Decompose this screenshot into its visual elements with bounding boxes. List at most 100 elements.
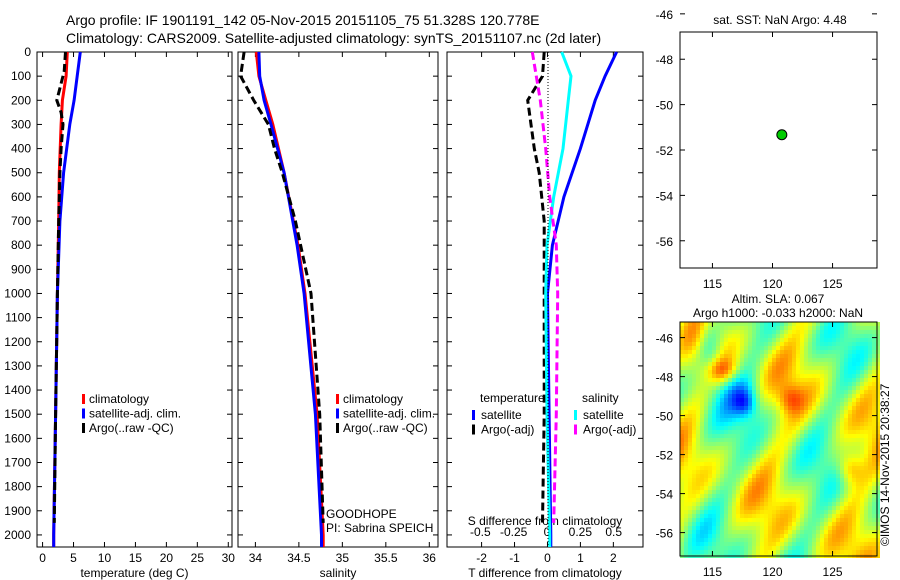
sla-cell bbox=[800, 338, 804, 342]
sla-cell bbox=[748, 466, 752, 470]
sla-cell bbox=[804, 442, 808, 446]
sla-cell bbox=[680, 382, 684, 386]
sla-cell bbox=[716, 462, 720, 466]
x-tick-label: 0 bbox=[39, 551, 46, 565]
sla-cell bbox=[720, 474, 724, 478]
sla-cell bbox=[736, 482, 740, 486]
sla-cell bbox=[688, 366, 692, 370]
sla-cell bbox=[800, 406, 804, 410]
sla-cell bbox=[808, 522, 812, 526]
x-tick-label: 2 bbox=[610, 551, 617, 565]
sla-cell bbox=[760, 482, 764, 486]
sla-cell bbox=[800, 434, 804, 438]
sla-cell bbox=[872, 438, 876, 442]
sla-cell bbox=[752, 414, 756, 418]
sla-cell bbox=[716, 510, 720, 514]
sla-cell bbox=[848, 458, 852, 462]
sla-cell bbox=[708, 534, 712, 538]
sla-cell bbox=[836, 546, 840, 550]
sla-cell bbox=[764, 458, 768, 462]
sla-cell bbox=[748, 342, 752, 346]
sla-cell bbox=[724, 366, 728, 370]
sla-cell bbox=[768, 510, 772, 514]
sla-cell bbox=[788, 358, 792, 362]
sla-cell bbox=[812, 546, 816, 550]
sla-cell bbox=[720, 538, 724, 542]
sla-cell bbox=[796, 546, 800, 550]
sla-cell bbox=[840, 378, 844, 382]
sla-cell bbox=[816, 370, 820, 374]
sla-cell bbox=[856, 494, 860, 498]
sla-cell bbox=[848, 406, 852, 410]
sla-cell bbox=[748, 550, 752, 554]
sla-cell bbox=[784, 422, 788, 426]
sla-cell bbox=[824, 346, 828, 350]
sla-cell bbox=[788, 482, 792, 486]
sla-cell bbox=[700, 462, 704, 466]
sla-cell bbox=[832, 410, 836, 414]
sla-cell bbox=[748, 366, 752, 370]
sla-cell bbox=[712, 438, 716, 442]
sla-cell bbox=[700, 502, 704, 506]
sla-cell bbox=[764, 482, 768, 486]
sla-cell bbox=[876, 526, 880, 530]
lat-tick-label: -48 bbox=[656, 53, 674, 67]
sla-cell bbox=[696, 334, 700, 338]
sla-cell bbox=[692, 526, 696, 530]
sla-cell bbox=[692, 350, 696, 354]
sla-cell bbox=[744, 374, 748, 378]
sla-cell bbox=[832, 466, 836, 470]
sla-cell bbox=[852, 526, 856, 530]
sla-cell bbox=[812, 374, 816, 378]
sla-cell bbox=[696, 474, 700, 478]
sla-cell bbox=[808, 346, 812, 350]
sla-cell bbox=[808, 322, 812, 326]
sla-cell bbox=[872, 534, 876, 538]
sla-cell bbox=[772, 418, 776, 422]
sla-cell bbox=[724, 398, 728, 402]
sla-cell bbox=[820, 514, 824, 518]
sla-cell bbox=[724, 522, 728, 526]
x-axis-label: salinity bbox=[320, 566, 357, 580]
sla-cell bbox=[836, 334, 840, 338]
sla-cell bbox=[716, 342, 720, 346]
sla-cell bbox=[680, 466, 684, 470]
sla-cell bbox=[684, 410, 688, 414]
sla-cell bbox=[772, 390, 776, 394]
sla-cell bbox=[796, 510, 800, 514]
sla-cell bbox=[804, 538, 808, 542]
sla-cell bbox=[692, 546, 696, 550]
sla-cell bbox=[772, 338, 776, 342]
sla-cell bbox=[736, 358, 740, 362]
sla-cell bbox=[684, 390, 688, 394]
x-tick-label: 15 bbox=[129, 551, 143, 565]
sla-cell bbox=[876, 358, 880, 362]
sla-cell bbox=[780, 402, 784, 406]
sla-cell bbox=[724, 506, 728, 510]
sla-cell bbox=[860, 438, 864, 442]
sla-cell bbox=[776, 498, 780, 502]
sla-cell bbox=[748, 322, 752, 326]
sla-cell bbox=[772, 494, 776, 498]
sla-cell bbox=[832, 450, 836, 454]
series-satellite-adj-clim- bbox=[52, 51, 82, 547]
sla-cell bbox=[716, 414, 720, 418]
sla-cell bbox=[828, 454, 832, 458]
sla-cell bbox=[748, 358, 752, 362]
sla-cell bbox=[688, 322, 692, 326]
sla-cell bbox=[828, 466, 832, 470]
sla-cell bbox=[852, 370, 856, 374]
sla-cell bbox=[752, 502, 756, 506]
sla-cell bbox=[816, 530, 820, 534]
sla-cell bbox=[700, 434, 704, 438]
sla-cell bbox=[788, 382, 792, 386]
sla-cell bbox=[828, 438, 832, 442]
x-axis-label: temperature (deg C) bbox=[80, 566, 188, 580]
sla-cell bbox=[692, 322, 696, 326]
sla-cell bbox=[868, 498, 872, 502]
sla-cell bbox=[680, 546, 684, 550]
sla-cell bbox=[740, 498, 744, 502]
sla-cell bbox=[804, 354, 808, 358]
sla-cell bbox=[760, 530, 764, 534]
sla-cell bbox=[688, 338, 692, 342]
